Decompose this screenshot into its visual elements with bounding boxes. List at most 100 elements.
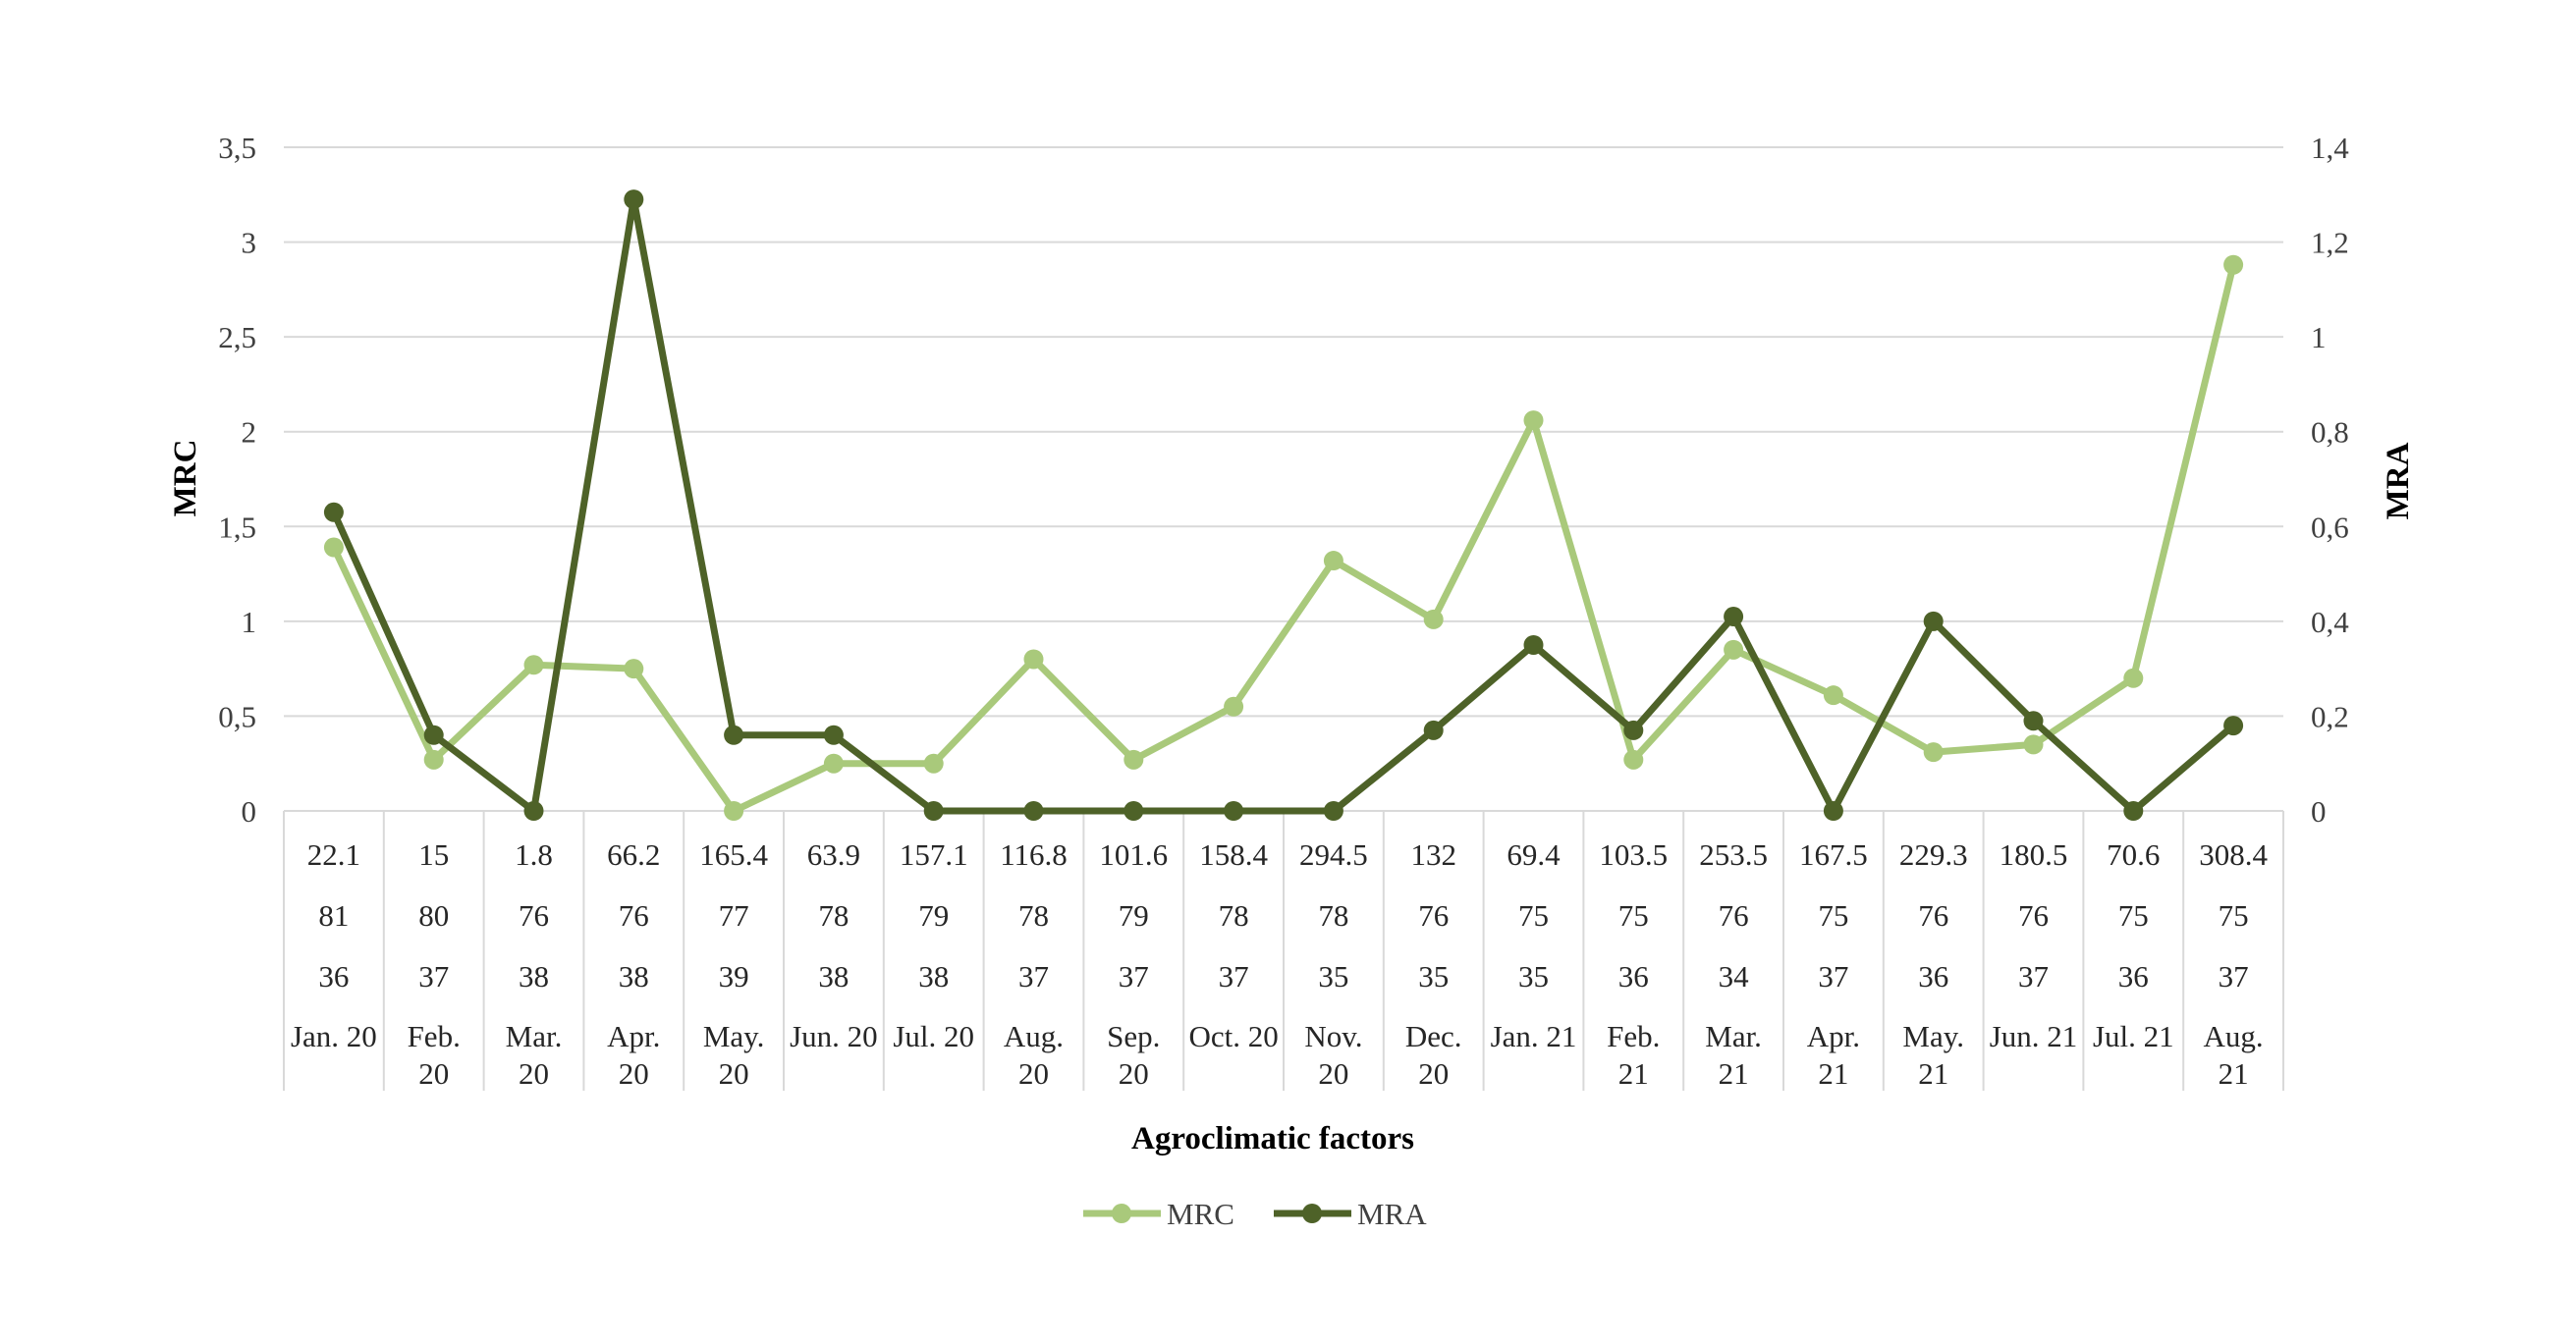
table-cell: 132 — [1410, 837, 1456, 872]
table-cell: 157.1 — [900, 837, 968, 872]
x-category-label: Jun. 20 — [790, 1019, 878, 1053]
y-tick-label: 2,5 — [218, 320, 256, 354]
x-category-label: 21 — [1618, 1056, 1649, 1091]
x-category-label: May. — [1902, 1019, 1964, 1053]
table-cell: 36 — [2118, 959, 2149, 994]
legend-item-mrc: MRC — [1083, 1197, 1234, 1231]
table-cell: 36 — [1918, 959, 1948, 994]
data-point-mra — [523, 801, 544, 821]
x-category-label: Dec. — [1405, 1019, 1462, 1053]
data-point-mrc — [523, 655, 544, 675]
table-cell: 36 — [318, 959, 349, 994]
x-category-label: Jan. 21 — [1491, 1019, 1577, 1053]
table-cell: 37 — [418, 959, 449, 994]
table-cell: 35 — [1518, 959, 1549, 994]
x-category-label: May. — [703, 1019, 765, 1053]
series — [323, 189, 2244, 821]
table-cell: 70.6 — [2107, 837, 2160, 872]
data-point-mrc — [1523, 410, 1544, 431]
table-cell: 38 — [818, 959, 849, 994]
x-category-label: 21 — [1719, 1056, 1749, 1091]
legend-label-mrc: MRC — [1167, 1197, 1234, 1231]
data-point-mra — [923, 801, 944, 821]
table-cell: 66.2 — [607, 837, 660, 872]
table-cell: 78 — [1018, 898, 1049, 933]
table-cell: 37 — [1018, 959, 1049, 994]
y2-tick-label: 0 — [2311, 794, 2327, 829]
table-cell: 37 — [1219, 959, 1249, 994]
data-point-mra — [2023, 711, 2044, 731]
table-cell: 103.5 — [1599, 837, 1668, 872]
table-cell: 76 — [619, 898, 649, 933]
table-cell: 158.4 — [1199, 837, 1268, 872]
data-point-mrc — [1323, 551, 1343, 571]
data-point-mrc — [724, 801, 744, 821]
table-cell: 229.3 — [1899, 837, 1968, 872]
x-category-label: Feb. — [408, 1019, 461, 1053]
data-point-mra — [1224, 801, 1244, 821]
y2-tick-label: 0,4 — [2311, 605, 2349, 639]
legend-item-mra: MRA — [1274, 1197, 1427, 1231]
x-category-label: 21 — [1818, 1056, 1848, 1091]
data-point-mrc — [1023, 649, 1044, 670]
data-point-mra — [423, 725, 444, 745]
data-point-mra — [1323, 801, 1343, 821]
data-point-mrc — [1923, 742, 1944, 763]
data-point-mrc — [2223, 254, 2244, 275]
x-category-label: Oct. 20 — [1188, 1019, 1278, 1053]
x-category-label: Aug. — [2204, 1019, 2264, 1053]
table-cell: 75 — [1518, 898, 1549, 933]
table-cell: 1.8 — [515, 837, 553, 872]
table-cell: 167.5 — [1799, 837, 1868, 872]
data-point-mrc — [1124, 749, 1144, 770]
data-point-mrc — [923, 753, 944, 774]
table-cell: 39 — [719, 959, 749, 994]
table-cell: 76 — [1918, 898, 1948, 933]
legend-marker-mra — [1302, 1204, 1322, 1223]
data-point-mrc — [1724, 639, 1744, 660]
x-category-label: Apr. — [1807, 1019, 1860, 1053]
y2-axis-title: MRA — [2381, 442, 2416, 519]
table-cell: 35 — [1418, 959, 1449, 994]
y2-tick-label: 1,4 — [2311, 131, 2349, 165]
table-cell: 78 — [1219, 898, 1249, 933]
data-point-mra — [1523, 635, 1544, 655]
data-point-mra — [1623, 720, 1644, 740]
data-point-mra — [724, 725, 744, 745]
x-category-label: 20 — [1119, 1056, 1149, 1091]
y-tick-label: 1,5 — [218, 510, 256, 544]
data-point-mra — [323, 502, 344, 522]
data-point-mra — [1023, 801, 1044, 821]
y2-tick-label: 0,6 — [2311, 510, 2349, 544]
x-category-label: Mar. — [506, 1019, 563, 1053]
y2-tick-label: 0,8 — [2311, 415, 2349, 450]
table-cell: 308.4 — [2199, 837, 2268, 872]
x-category-label: Sep. — [1107, 1019, 1160, 1053]
data-point-mra — [1423, 720, 1444, 740]
x-category-label: 20 — [1018, 1056, 1049, 1091]
table-cell: 37 — [1119, 959, 1149, 994]
data-point-mra — [1724, 607, 1744, 627]
x-category-label: Jul. 21 — [2093, 1019, 2174, 1053]
data-point-mra — [1124, 801, 1144, 821]
data-point-mrc — [1224, 696, 1244, 717]
data-point-mra — [823, 725, 844, 745]
table-cell: 38 — [519, 959, 549, 994]
data-point-mra — [1923, 611, 1944, 631]
legend-marker-mrc — [1112, 1204, 1131, 1223]
table-cell: 15 — [418, 837, 449, 872]
table-cell: 79 — [918, 898, 949, 933]
table-cell: 38 — [918, 959, 949, 994]
y-axis-title: MRC — [168, 440, 203, 517]
data-point-mrc — [2023, 734, 2044, 755]
series-mrc — [323, 254, 2244, 821]
table-cell: 75 — [2118, 898, 2149, 933]
table-cell: 69.4 — [1507, 837, 1561, 872]
data-point-mra — [2223, 716, 2244, 736]
y-axis-right: 0 0,2 0,4 0,6 0,8 1 1,2 1,4 — [2311, 131, 2349, 829]
y-tick-label: 1 — [242, 605, 257, 639]
table-cell: 116.8 — [1000, 837, 1068, 872]
table-cell: 81 — [318, 898, 349, 933]
table-cell: 165.4 — [699, 837, 768, 872]
x-category-label: Apr. — [607, 1019, 660, 1053]
